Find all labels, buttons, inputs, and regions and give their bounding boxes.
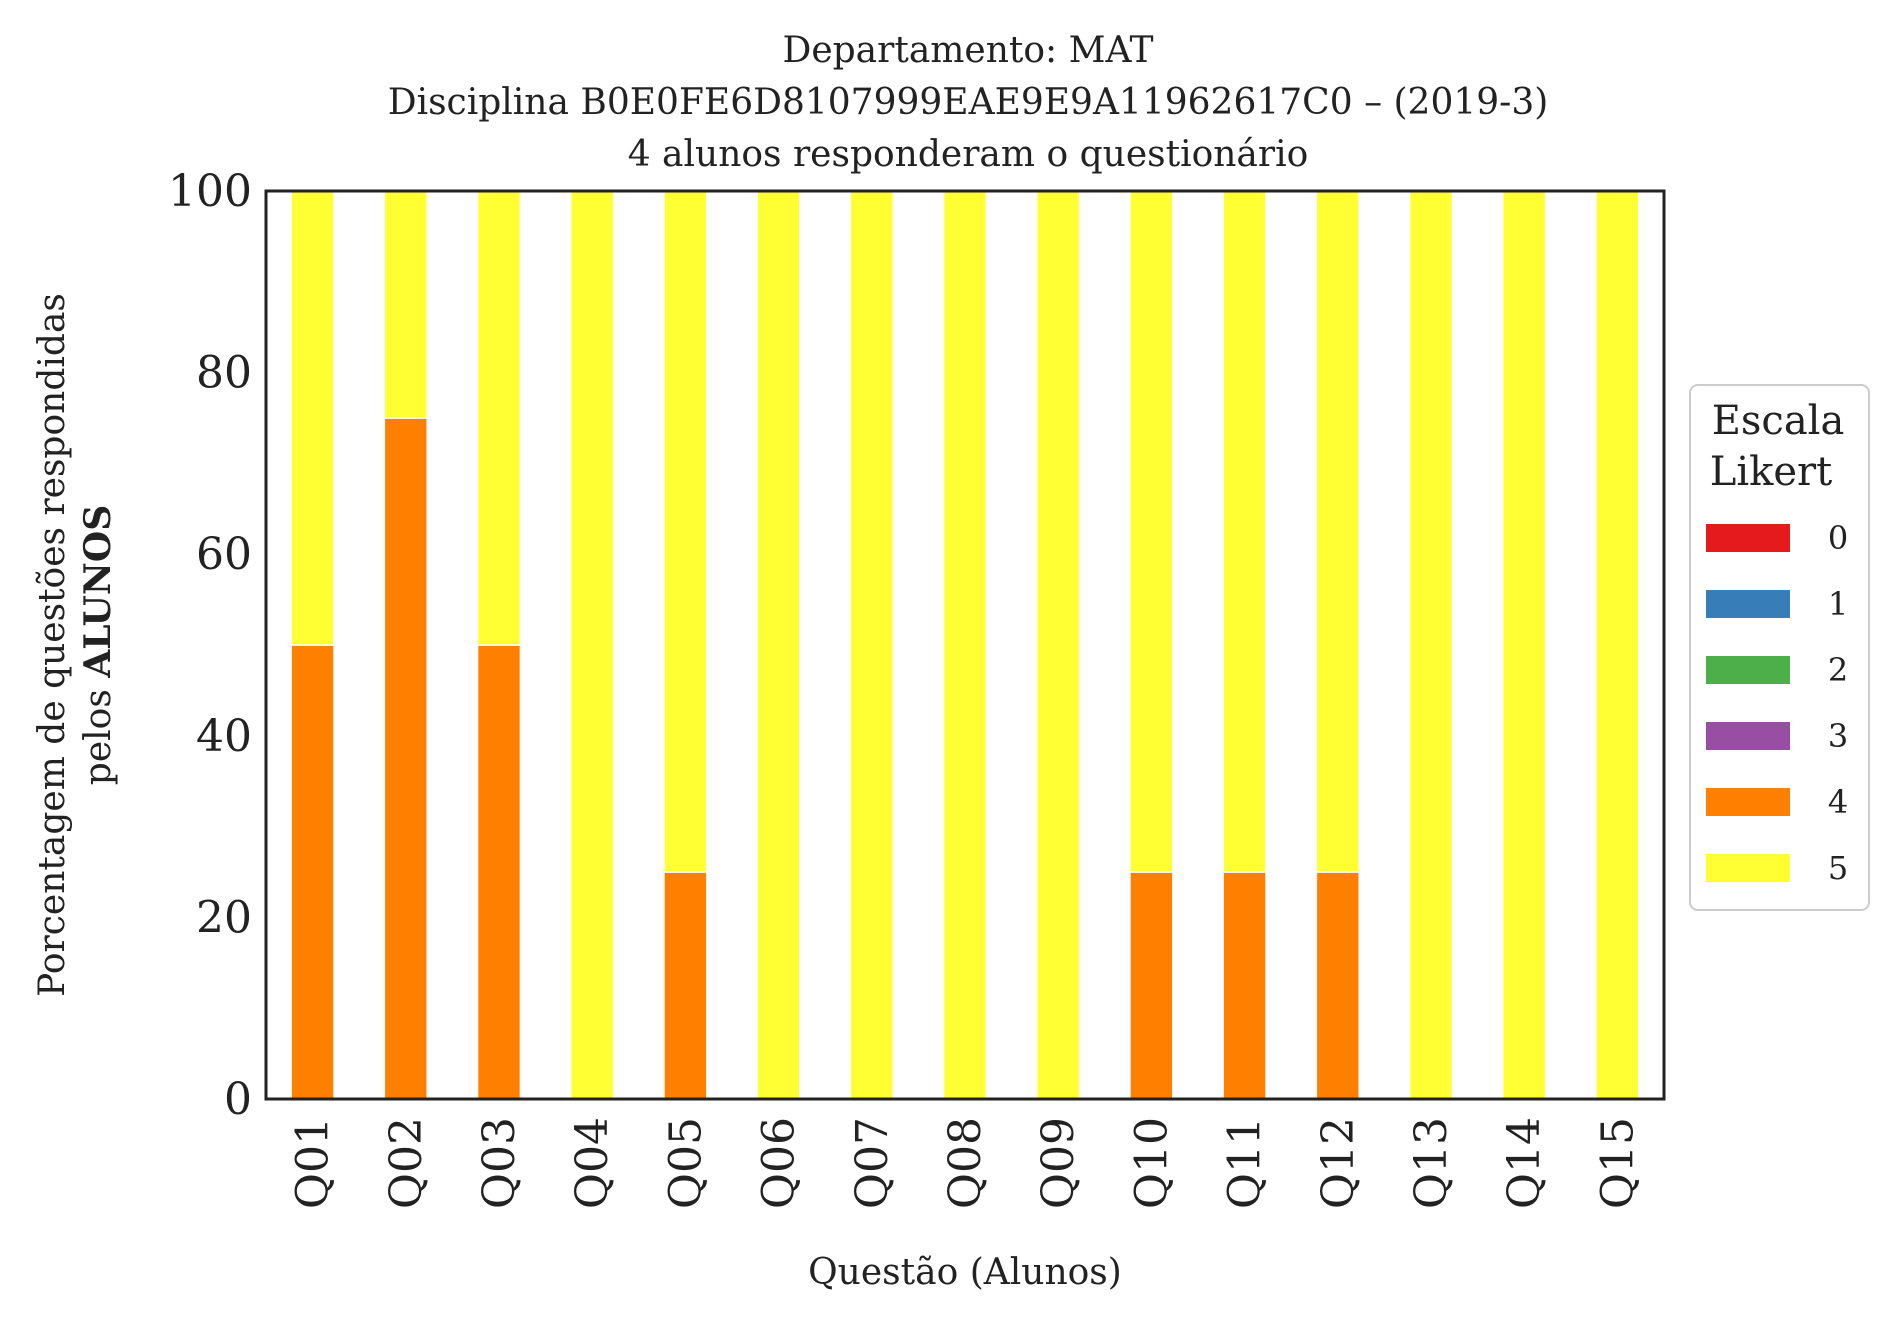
y-tick-label-100: 100 bbox=[168, 166, 252, 217]
plot-area bbox=[290, 190, 1640, 1100]
legend-swatch-3 bbox=[1706, 722, 1790, 750]
legend-title-line-1: Escala bbox=[1712, 398, 1845, 444]
legend-label-1: 1 bbox=[1828, 585, 1848, 623]
bar-Q15-likert-5 bbox=[1595, 190, 1640, 1100]
legend-label-2: 2 bbox=[1828, 651, 1848, 689]
plot-frame bbox=[264, 189, 1666, 1101]
legend-swatch-1 bbox=[1706, 590, 1790, 618]
legend-label-4: 4 bbox=[1828, 783, 1848, 821]
bar-Q06-likert-5 bbox=[756, 190, 801, 1100]
y-axis-ticks: 0 20 40 60 80 100 bbox=[168, 166, 252, 1125]
x-tick-label-Q03: Q03 bbox=[474, 1117, 525, 1209]
y-axis-label: Porcentagem de questões respondidas pelo… bbox=[32, 293, 119, 997]
bar-Q12-likert-5 bbox=[1315, 190, 1360, 873]
legend-swatch-0 bbox=[1706, 524, 1790, 552]
bar-Q09-likert-5 bbox=[1036, 190, 1081, 1100]
legend-label-3: 3 bbox=[1828, 717, 1848, 755]
x-tick-label-Q06: Q06 bbox=[754, 1117, 805, 1209]
y-tick-label-80: 80 bbox=[196, 348, 252, 399]
y-axis-label-line-1: Porcentagem de questões respondidas bbox=[32, 293, 73, 997]
y-tick-label-0: 0 bbox=[224, 1074, 252, 1125]
legend-items: 0 1 2 3 4 5 bbox=[1706, 519, 1848, 887]
x-tick-label-Q01: Q01 bbox=[288, 1117, 339, 1209]
legend-frame bbox=[1689, 384, 1870, 911]
x-axis-label: Questão (Alunos) bbox=[808, 1252, 1122, 1293]
x-tick-label-Q10: Q10 bbox=[1126, 1117, 1177, 1209]
legend-swatch-4 bbox=[1706, 788, 1790, 816]
y-axis-label-prefix: pelos bbox=[78, 678, 119, 785]
bar-Q05-likert-4 bbox=[663, 871, 708, 1100]
bar-Q01-likert-4 bbox=[290, 644, 335, 1100]
x-tick-label-Q12: Q12 bbox=[1313, 1117, 1364, 1209]
bar-Q02-likert-4 bbox=[383, 417, 428, 1100]
x-tick-label-Q14: Q14 bbox=[1499, 1117, 1550, 1209]
y-axis-label-bold: ALUNOS bbox=[77, 505, 119, 679]
x-tick-label-Q02: Q02 bbox=[381, 1117, 432, 1209]
bar-Q12-likert-4 bbox=[1315, 871, 1360, 1100]
bar-Q03-likert-4 bbox=[476, 644, 522, 1100]
x-tick-label-Q07: Q07 bbox=[847, 1117, 898, 1209]
legend-title-line-2: Likert bbox=[1710, 449, 1832, 495]
bar-Q14-likert-5 bbox=[1502, 190, 1547, 1100]
y-tick-label-20: 20 bbox=[196, 892, 252, 943]
x-tick-label-Q13: Q13 bbox=[1406, 1117, 1457, 1209]
x-axis-ticks: Q01 Q02 Q03 Q04 Q05 Q06 Q07 Q08 Q09 Q10 Q11 Q12 Q13 Q… bbox=[288, 1117, 1644, 1209]
title-line-1: Departamento: MAT bbox=[782, 30, 1153, 71]
y-tick-label-40: 40 bbox=[196, 711, 252, 762]
bar-Q07-likert-5 bbox=[849, 190, 894, 1100]
bar-Q05-likert-5 bbox=[663, 190, 708, 873]
x-tick-label-Q05: Q05 bbox=[660, 1117, 711, 1209]
bar-Q03-likert-5 bbox=[476, 190, 522, 646]
title-line-3: 4 alunos responderam o questionário bbox=[628, 134, 1309, 175]
legend: Escala Likert 0 1 2 3 4 5 bbox=[1689, 384, 1870, 911]
legend-label-0: 0 bbox=[1828, 519, 1848, 557]
x-tick-label-Q15: Q15 bbox=[1592, 1117, 1643, 1209]
x-tick-label-Q04: Q04 bbox=[567, 1117, 618, 1209]
bar-Q10-likert-4 bbox=[1129, 871, 1174, 1100]
bar-Q13-likert-5 bbox=[1408, 190, 1454, 1100]
bar-Q02-likert-5 bbox=[383, 190, 428, 419]
y-axis-label-line-2: pelos ALUNOS bbox=[77, 505, 119, 785]
y-tick-label-60: 60 bbox=[196, 529, 252, 580]
chart-title: Departamento: MAT Disciplina B0E0FE6D810… bbox=[388, 30, 1549, 175]
bar-Q10-likert-5 bbox=[1129, 190, 1174, 873]
title-line-2: Disciplina B0E0FE6D8107999EAE9E9A1196261… bbox=[388, 82, 1549, 123]
x-tick-label-Q09: Q09 bbox=[1033, 1117, 1084, 1209]
legend-swatch-5 bbox=[1706, 854, 1790, 882]
legend-label-5: 5 bbox=[1828, 849, 1848, 887]
bar-Q08-likert-5 bbox=[942, 190, 988, 1100]
x-tick-label-Q11: Q11 bbox=[1220, 1117, 1271, 1209]
bar-Q01-likert-5 bbox=[290, 190, 335, 646]
x-tick-label-Q08: Q08 bbox=[940, 1117, 991, 1209]
bar-Q11-likert-5 bbox=[1222, 190, 1267, 873]
bar-Q04-likert-5 bbox=[570, 190, 615, 1100]
legend-swatch-2 bbox=[1706, 656, 1790, 684]
bar-Q11-likert-4 bbox=[1222, 871, 1267, 1100]
